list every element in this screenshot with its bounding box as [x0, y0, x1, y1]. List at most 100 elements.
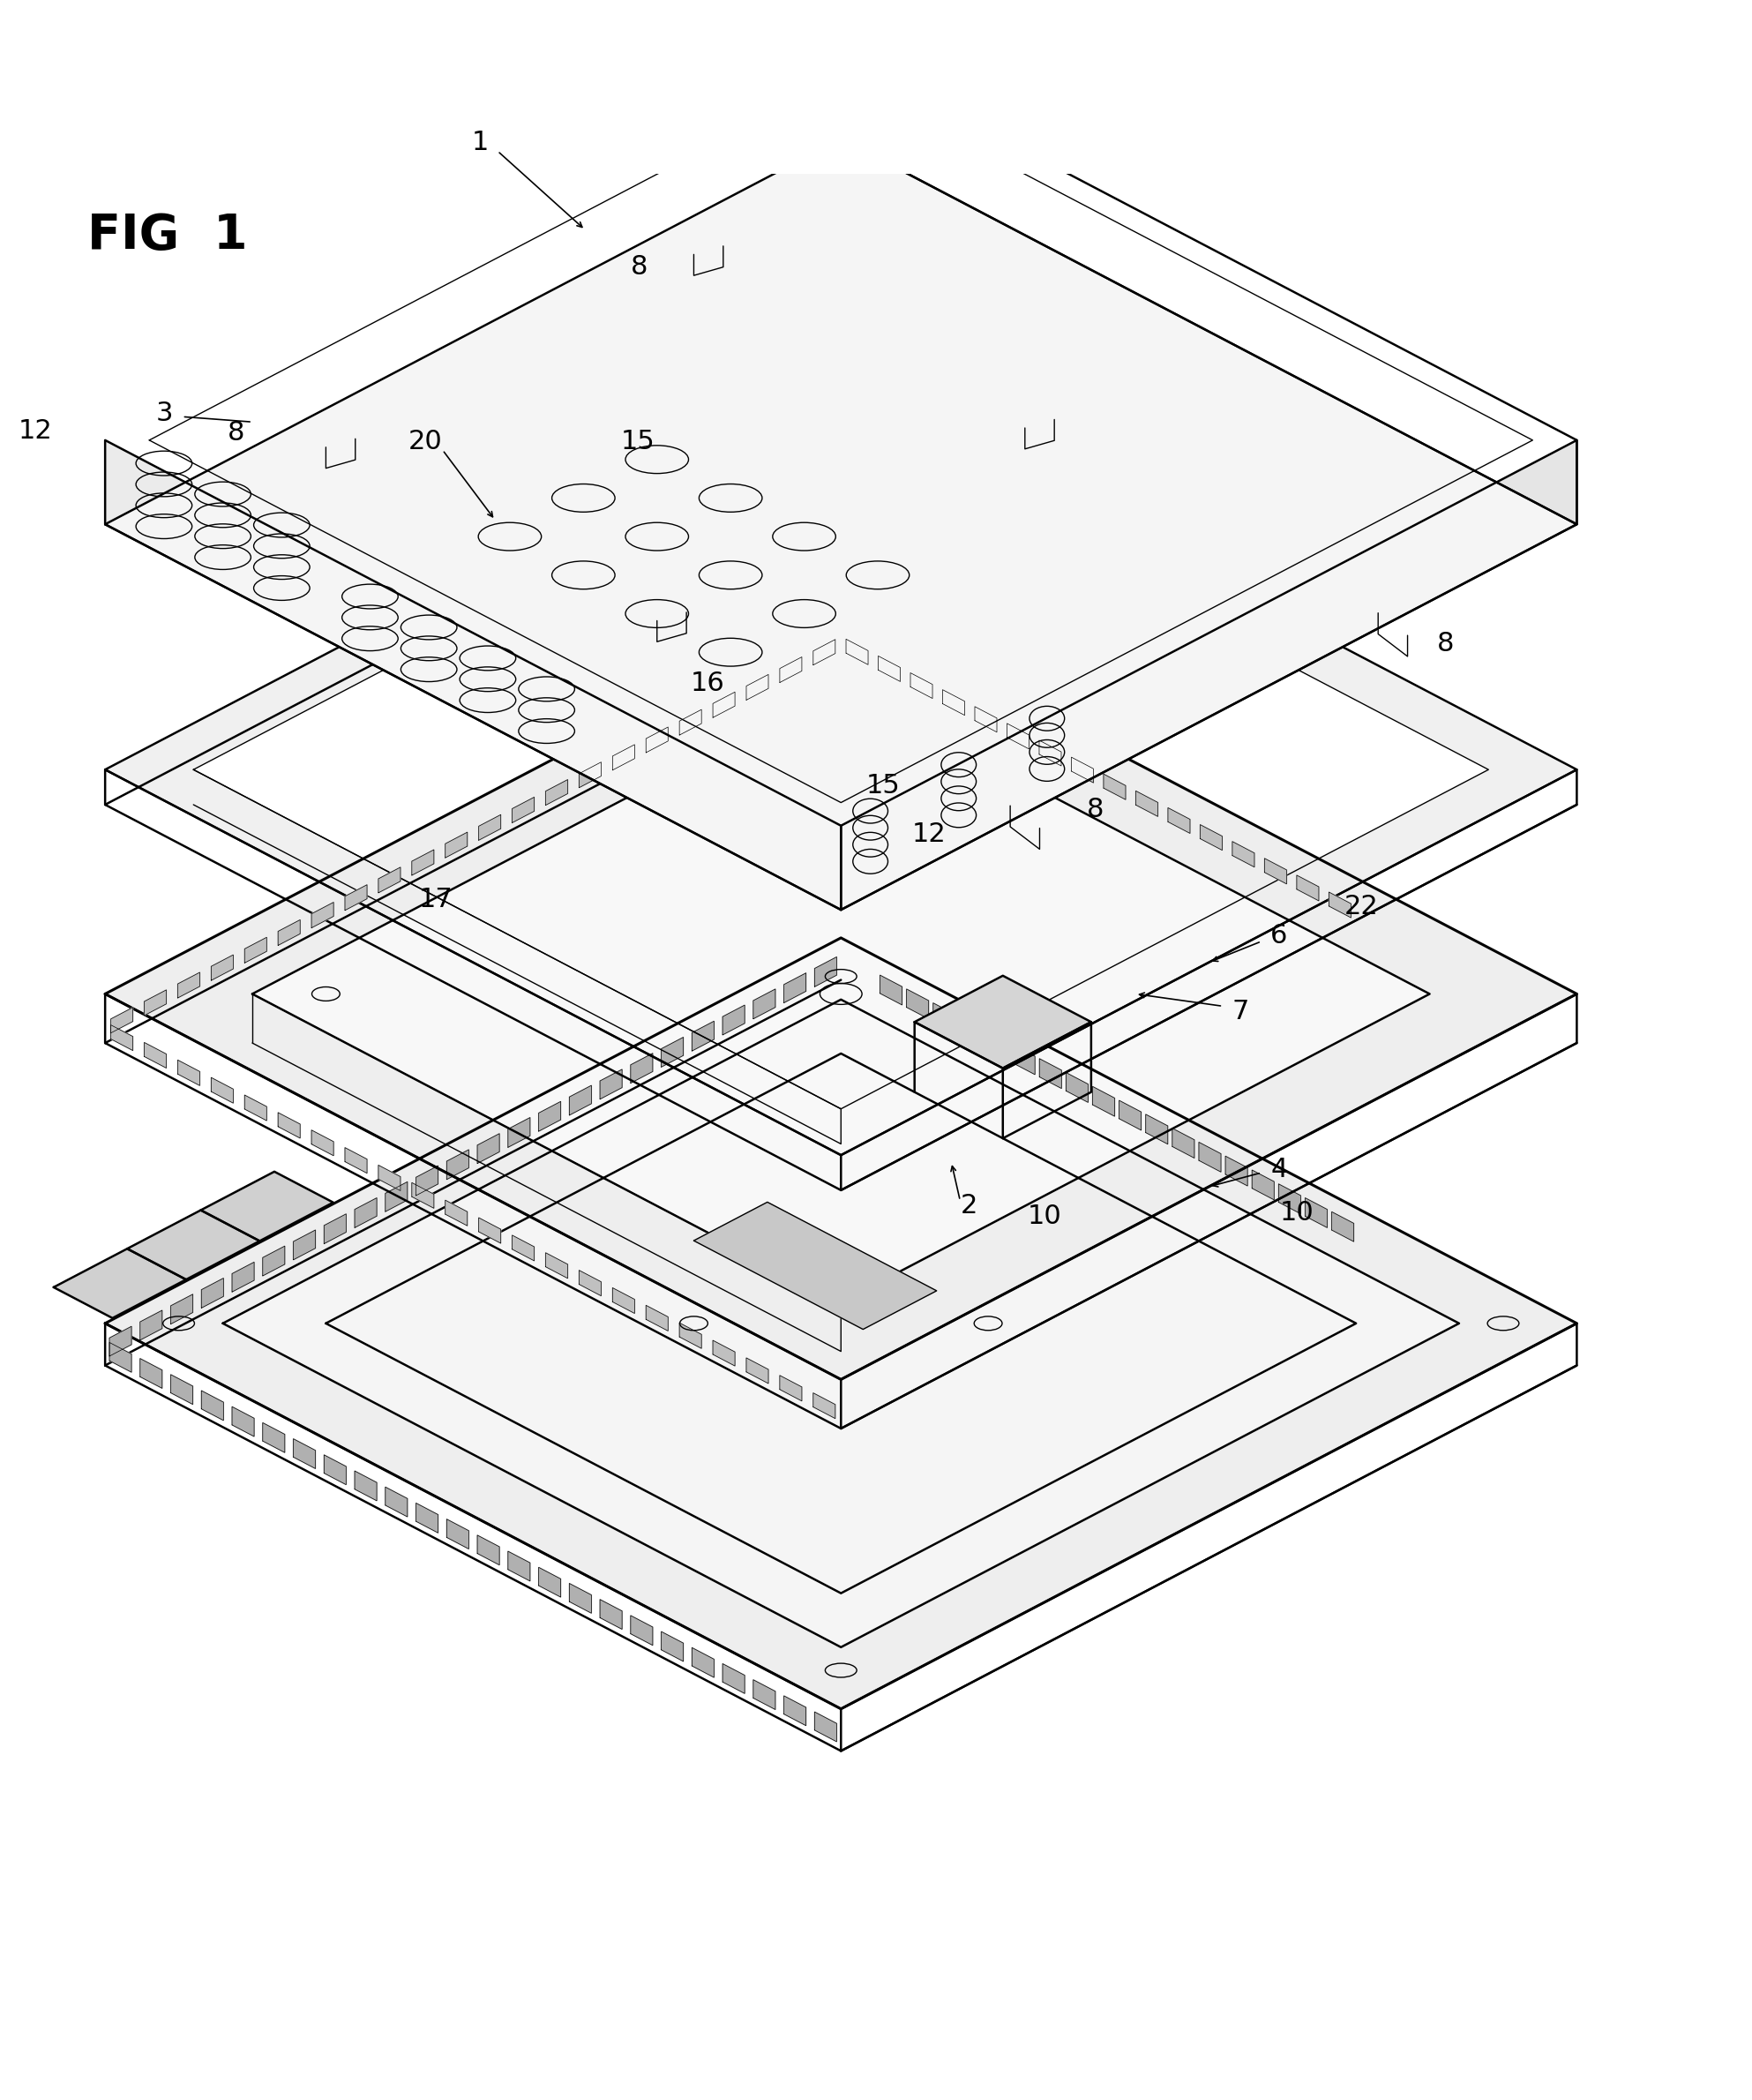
Polygon shape — [1065, 1073, 1088, 1102]
Polygon shape — [815, 958, 837, 987]
Polygon shape — [231, 1262, 254, 1291]
Polygon shape — [753, 1680, 776, 1709]
Polygon shape — [613, 746, 634, 771]
Polygon shape — [512, 798, 534, 823]
Polygon shape — [878, 655, 901, 682]
Polygon shape — [293, 1439, 315, 1468]
Polygon shape — [915, 976, 1091, 1069]
Polygon shape — [680, 1323, 701, 1348]
Text: 4: 4 — [1270, 1157, 1288, 1182]
Polygon shape — [646, 1306, 668, 1331]
Polygon shape — [231, 1407, 254, 1436]
Polygon shape — [385, 1487, 408, 1516]
Polygon shape — [780, 1376, 802, 1401]
Text: 8: 8 — [228, 420, 245, 445]
Polygon shape — [713, 1340, 734, 1365]
Polygon shape — [545, 1254, 568, 1279]
Polygon shape — [1296, 876, 1319, 901]
Polygon shape — [170, 1294, 193, 1323]
Polygon shape — [445, 832, 468, 857]
Polygon shape — [580, 1270, 601, 1296]
Text: 7: 7 — [1232, 1000, 1249, 1025]
Polygon shape — [212, 1077, 233, 1102]
Text: 17: 17 — [419, 886, 454, 911]
Polygon shape — [140, 1310, 163, 1340]
Polygon shape — [109, 1327, 131, 1357]
Text: 10: 10 — [1027, 1203, 1062, 1228]
Polygon shape — [846, 638, 867, 666]
Polygon shape — [661, 1632, 683, 1661]
Polygon shape — [880, 974, 902, 1006]
Polygon shape — [580, 762, 601, 788]
Polygon shape — [1225, 1157, 1247, 1186]
Polygon shape — [177, 1060, 200, 1086]
Polygon shape — [508, 1117, 531, 1147]
Text: 12: 12 — [911, 821, 946, 846]
Polygon shape — [252, 685, 1430, 1302]
Polygon shape — [569, 1086, 592, 1115]
Polygon shape — [223, 1000, 1459, 1646]
Text: 8: 8 — [1086, 798, 1104, 823]
Polygon shape — [746, 1359, 769, 1384]
Polygon shape — [105, 139, 1577, 909]
Text: 8: 8 — [631, 254, 648, 279]
Text: 1: 1 — [471, 130, 489, 155]
Polygon shape — [1330, 892, 1351, 918]
Polygon shape — [477, 1134, 499, 1163]
Text: FIG  1: FIG 1 — [88, 212, 247, 258]
Polygon shape — [943, 689, 965, 716]
Polygon shape — [713, 693, 734, 718]
Polygon shape — [746, 674, 769, 699]
Polygon shape — [415, 1504, 438, 1533]
Text: 8: 8 — [1437, 630, 1454, 655]
Polygon shape — [212, 956, 233, 981]
Polygon shape — [324, 1214, 347, 1243]
Polygon shape — [105, 939, 1577, 1709]
Polygon shape — [1253, 1170, 1274, 1199]
Polygon shape — [692, 1021, 715, 1050]
Polygon shape — [109, 1342, 131, 1371]
Polygon shape — [1305, 1197, 1328, 1228]
Polygon shape — [986, 1031, 1009, 1060]
Polygon shape — [201, 1172, 333, 1241]
Polygon shape — [1169, 808, 1190, 834]
Polygon shape — [508, 1552, 531, 1581]
Polygon shape — [753, 989, 776, 1018]
Polygon shape — [354, 1197, 377, 1228]
Polygon shape — [783, 972, 806, 1004]
Polygon shape — [1013, 1044, 1035, 1075]
Polygon shape — [177, 972, 200, 998]
Polygon shape — [1232, 842, 1254, 867]
Polygon shape — [312, 1130, 333, 1155]
Polygon shape — [911, 672, 932, 699]
Polygon shape — [478, 1218, 501, 1243]
Polygon shape — [841, 441, 1577, 909]
Polygon shape — [445, 1201, 468, 1226]
Polygon shape — [815, 1711, 837, 1741]
Polygon shape — [105, 384, 1577, 1155]
Polygon shape — [680, 710, 701, 735]
Text: 15: 15 — [620, 428, 655, 456]
Polygon shape — [1146, 1115, 1169, 1144]
Polygon shape — [813, 1392, 836, 1418]
Polygon shape — [345, 1147, 366, 1174]
Polygon shape — [54, 1249, 186, 1319]
Polygon shape — [1039, 741, 1062, 766]
Text: 2: 2 — [960, 1193, 978, 1218]
Polygon shape — [934, 1004, 955, 1033]
Polygon shape — [170, 1376, 193, 1405]
Polygon shape — [478, 815, 501, 840]
Polygon shape — [128, 1210, 259, 1279]
Polygon shape — [412, 850, 434, 876]
Polygon shape — [599, 1069, 622, 1098]
Polygon shape — [354, 1470, 377, 1502]
Text: 3: 3 — [156, 401, 173, 426]
Polygon shape — [279, 1113, 300, 1138]
Polygon shape — [245, 1094, 266, 1121]
Polygon shape — [378, 1166, 401, 1191]
Polygon shape — [105, 609, 1577, 1380]
Polygon shape — [545, 779, 568, 804]
Polygon shape — [538, 1102, 561, 1132]
Polygon shape — [813, 638, 836, 666]
Polygon shape — [263, 1424, 286, 1453]
